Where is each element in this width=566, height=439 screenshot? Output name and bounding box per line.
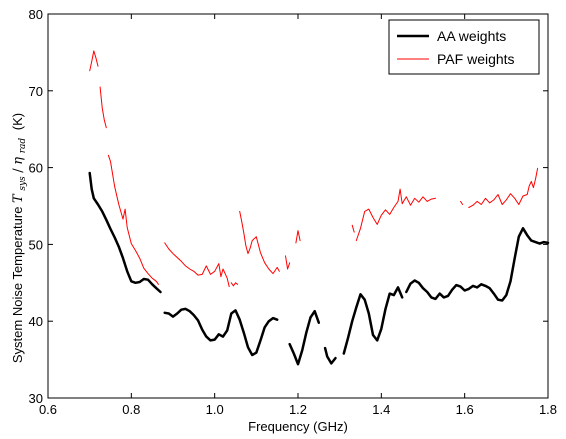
y-axis-symbol-eta-sub: rad [18,138,28,154]
legend: AA weights PAF weights [388,19,540,75]
y-tick-label: 70 [29,84,43,99]
x-tick-label: 1.4 [372,402,390,417]
series-paf-weights-segment [230,282,239,287]
y-axis-symbol-t-sub: sys [18,176,28,191]
series-paf-weights-segment [460,200,464,205]
series-aa-weights-segment [405,227,550,302]
y-tick-label: 80 [29,7,43,22]
series-paf-weights-segment [164,242,230,288]
series-paf-weights-segment [285,255,291,270]
series-aa-weights-segment [163,307,279,357]
series-layer [88,50,550,366]
legend-label-aa-weights: AA weights [437,28,506,44]
y-axis-symbol-eta: η [11,157,26,165]
series-paf-weights-segment [239,210,280,275]
y-axis-symbol-t: T [11,193,26,203]
x-axis-label: Frequency (GHz) [248,419,348,434]
x-tick-label: 1.8 [539,402,557,417]
y-axis-symbol-slash: / [11,168,26,173]
tick-layer: 0.6 0.8 1.0 1.2 1.4 1.6 1.8 30 40 50 60 70 80 [29,7,558,417]
y-tick-label: 40 [29,314,43,329]
series-aa-weights-segment [323,346,337,365]
series-paf-weights-segment [351,224,355,233]
x-tick-label: 1.2 [289,402,307,417]
x-tick-label: 0.6 [39,402,57,417]
x-tick-label: 1.0 [206,402,224,417]
series-paf-weights-segment [295,230,301,244]
y-axis-label-suffix: (K) [10,113,25,130]
legend-label-paf-weights: PAF weights [437,51,515,67]
series-paf-weights-segment [355,188,436,242]
legend-box [388,19,540,75]
y-tick-label: 60 [29,161,43,176]
y-tick-label: 50 [29,237,43,252]
series-aa-weights-segment [88,171,162,294]
series-paf-weights-segment [107,154,159,285]
series-paf-weights-segment [468,167,539,208]
y-axis-label-prefix: System Noise Temperature [10,207,25,364]
x-tick-label: 0.8 [122,402,140,417]
series-paf-weights-segment [99,86,107,129]
series-aa-weights-segment [288,309,321,366]
series-aa-weights-segment [342,286,404,355]
x-tick-label: 1.6 [456,402,474,417]
y-tick-label: 30 [29,391,43,406]
series-paf-weights-segment [89,50,99,72]
y-axis-label: System Noise Temperature T sys / η rad (… [10,113,28,363]
